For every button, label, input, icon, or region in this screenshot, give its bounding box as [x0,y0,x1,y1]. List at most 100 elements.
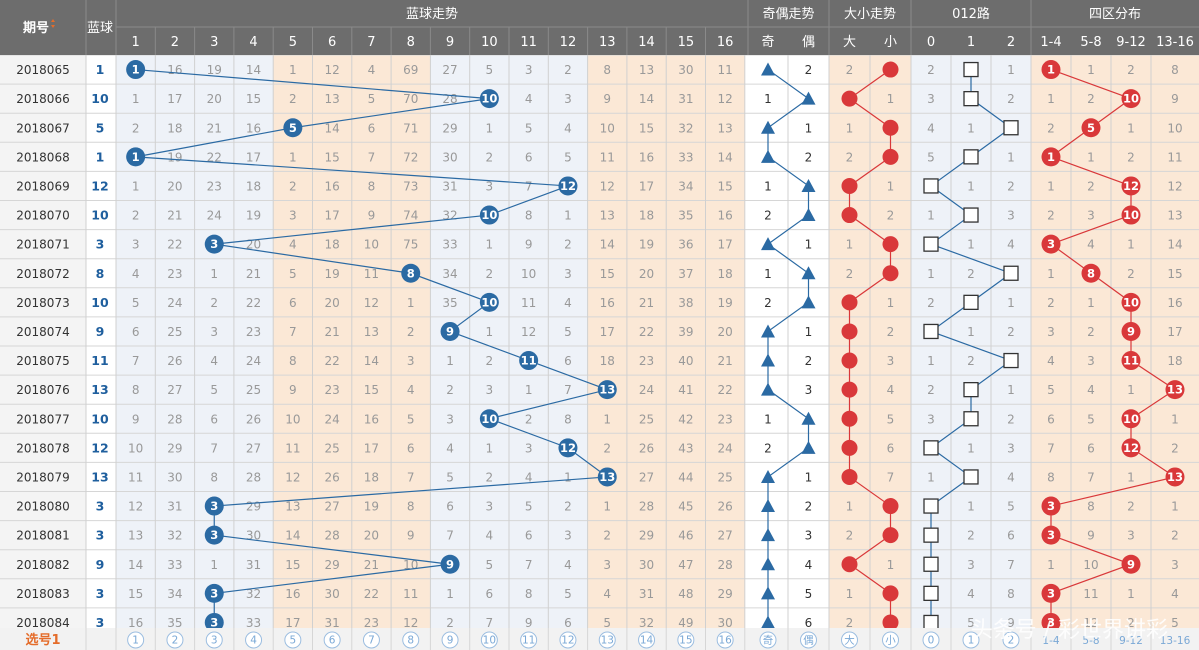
picker-cell[interactable]: 9 [441,631,459,649]
square-marker [963,149,979,165]
miss-value: 23 [325,383,340,397]
miss-value: 20 [167,179,182,193]
miss-value: 3 [603,558,611,572]
picker-cell[interactable]: 1 [127,631,145,649]
blue-number: 13 [91,382,108,397]
picker-cell[interactable]: 4 [245,631,263,649]
picker-cell[interactable]: 15 [677,631,695,649]
square-marker [963,207,979,223]
miss-value: 14 [325,121,340,135]
picker-cell[interactable]: 小 [882,631,899,649]
picker-cell[interactable]: 8 [402,631,420,649]
picker-cell[interactable]: 11 [520,631,538,649]
miss-value: 24 [718,441,733,455]
square-marker [923,585,939,601]
blue-ball-label: 12 [560,441,576,455]
square-marker [923,556,939,572]
miss-value: 18 [246,179,261,193]
miss-value: 2 [564,500,572,514]
road-miss: 6 [1007,529,1015,543]
header-blue-number: 7 [367,35,375,50]
picker-cell[interactable]: 5 [284,631,302,649]
miss-value: 3 [564,267,572,281]
picker-cell[interactable]: 0 [922,631,940,649]
header-blue-number: 2 [171,35,179,50]
miss-value: 5 [407,412,415,426]
blue-ball-label: 3 [210,615,218,629]
picker-circle [402,631,420,649]
picker-zone-label[interactable]: 1-4 [1042,635,1059,647]
red-dot-marker [841,90,858,107]
road-miss: 5 [927,150,935,164]
header-group-label: 大小走势 [844,6,896,22]
square-marker [923,323,939,340]
miss-value: 17 [639,179,654,193]
picker-cell[interactable]: 奇 [759,631,777,649]
picker-cell[interactable]: 13 [598,631,616,649]
picker-cell[interactable]: 7 [362,631,380,649]
picker-cell[interactable]: 偶 [800,631,817,649]
issue-column-header[interactable]: 期号 [23,21,49,36]
miss-value: 4 [564,558,572,572]
road-miss: 4 [1007,238,1015,252]
blue-ball-label: 13 [599,470,615,484]
header-road: 0 [927,35,935,50]
road-miss: 3 [967,558,975,572]
red-ball-marker [1041,147,1061,167]
triangle-marker [801,440,816,454]
miss-value: 23 [207,179,222,193]
blue-ball-marker [204,583,224,603]
picker-cell[interactable]: 1 [962,631,980,649]
picker-zone-label[interactable]: 5-8 [1082,635,1099,647]
picker-zone-label[interactable]: 9-12 [1119,635,1143,647]
miss-value: 17 [364,441,379,455]
picker-cell[interactable]: 16 [716,631,734,649]
blue-zone-bg [548,55,588,628]
picker-label: 8 [407,635,414,647]
miss-value: 6 [368,121,376,135]
header-odd-even: 奇 [761,34,774,50]
miss-value: 29 [246,500,261,514]
zone-miss: 4 [1087,383,1095,397]
picker-cell[interactable]: 大 [841,631,858,649]
picker-cell[interactable]: 14 [638,631,656,649]
miss-value: 5 [564,150,572,164]
miss-value: 20 [718,325,733,339]
sort-arrows-icon[interactable] [51,19,55,28]
header-zone: 13-16 [1156,35,1194,50]
zone-ball-label: 8 [1087,266,1095,280]
picker-cell[interactable]: 12 [559,631,577,649]
road-miss: 1 [967,500,975,514]
miss-value: 3 [407,354,415,368]
miss-value: 2 [446,383,454,397]
blue-ball-marker [479,292,499,312]
picker-cell[interactable]: 10 [480,631,498,649]
miss-value: 1 [486,121,494,135]
red-ball-marker [1121,438,1141,458]
issue-column-bg [0,55,86,628]
blue-ball-label: 3 [210,499,218,513]
picker-zone-label[interactable]: 13-16 [1160,635,1191,647]
picker-cell[interactable]: 2 [1002,631,1020,649]
miss-value: 31 [442,179,457,193]
zone-miss: 11 [1083,587,1098,601]
miss-value: 35 [167,616,182,630]
picker-cell[interactable]: 2 [166,631,184,649]
miss-value: 19 [246,209,261,223]
miss-value: 15 [718,179,733,193]
miss-value: 6 [210,412,218,426]
miss-value: 71 [403,121,418,135]
blue-ball-marker [440,321,460,341]
picker-cell[interactable]: 3 [205,631,223,649]
picker-cell[interactable]: 6 [323,631,341,649]
miss-value: 17 [600,325,615,339]
triangle-marker [801,411,816,425]
miss-value: 6 [525,529,533,543]
zone-ball-label: 3 [1047,499,1055,513]
miss-value: 32 [167,529,182,543]
road-miss: 2 [967,267,975,281]
miss-value: 28 [246,470,261,484]
zone-miss: 2 [1127,267,1135,281]
miss-value: 23 [718,412,733,426]
